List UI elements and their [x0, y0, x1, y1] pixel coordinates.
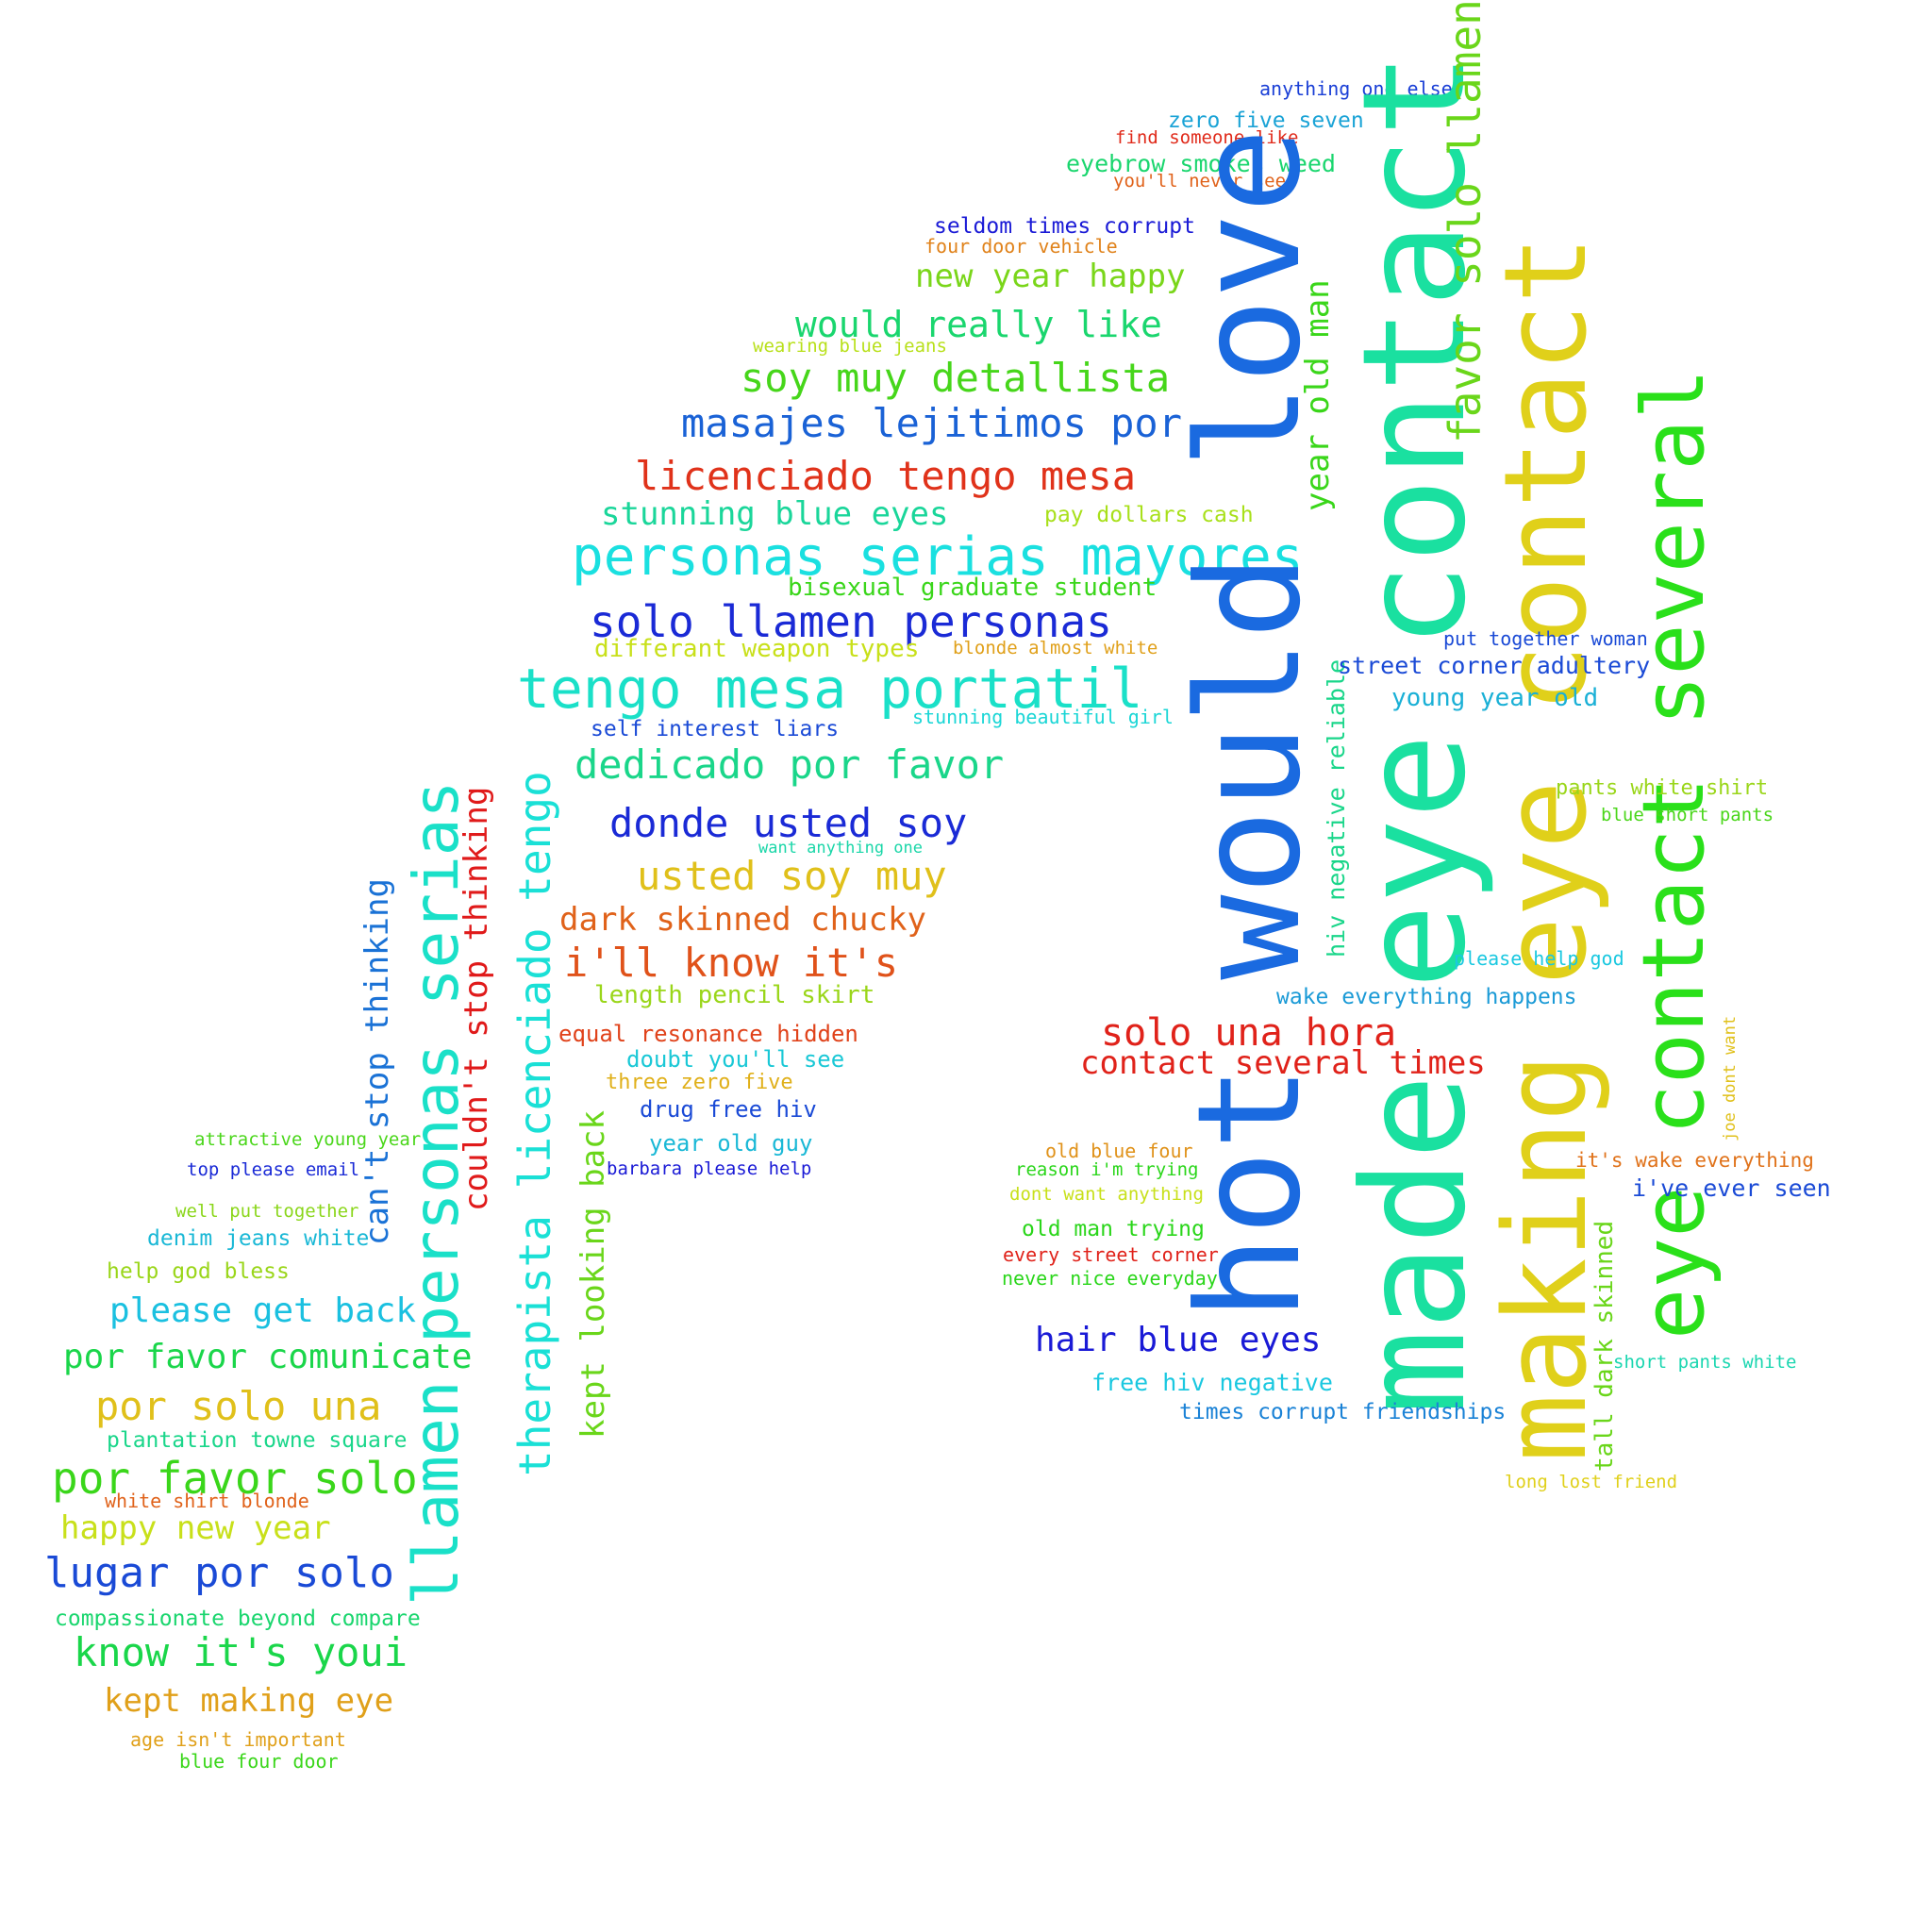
word: tengo mesa portatil [517, 657, 1143, 721]
word: denim jeans white [147, 1226, 370, 1251]
word: solo una hora [1101, 1011, 1397, 1055]
word: young year old [1391, 684, 1599, 712]
word: plantation towne square [107, 1428, 408, 1453]
word: hiv negative reliable [1323, 658, 1350, 958]
word: couldn't stop thinking [458, 786, 495, 1211]
word: never nice everyday [1002, 1267, 1218, 1290]
word: barbara please help [607, 1158, 812, 1179]
word: equal resonance hidden [558, 1021, 858, 1047]
word: it's wake everything [1575, 1149, 1814, 1172]
word: age isn't important [130, 1728, 346, 1751]
word: making eye contact [1481, 235, 1612, 1462]
word: would really like [795, 304, 1162, 345]
word: blonde almost white [953, 638, 1158, 658]
word: kept making eye [104, 1682, 394, 1720]
word: lugar por solo [44, 1549, 394, 1597]
word: tall dark skinned [1591, 1220, 1619, 1472]
word: masajes lejitimos por [681, 400, 1183, 446]
word: por favor solo [52, 1453, 418, 1504]
word: pay dollars cash [1044, 503, 1254, 527]
word: blue short pants [1601, 805, 1774, 825]
word: drug free hiv [640, 1096, 817, 1123]
word: put together woman [1443, 627, 1648, 650]
word: length pencil skirt [594, 981, 875, 1009]
word: self interest liars [591, 717, 840, 741]
word: dark skinned chucky [559, 901, 926, 939]
word: seldom times corrupt [934, 214, 1195, 239]
word: wake everything happens [1276, 985, 1577, 1009]
word: stunning blue eyes [601, 495, 949, 533]
word: por favor comunicate [63, 1338, 473, 1376]
word: four door vehicle [924, 235, 1118, 258]
word: contact several times [1080, 1044, 1486, 1082]
word: three zero five [606, 1071, 793, 1094]
word: want anything one [758, 839, 923, 858]
word: i've ever seen [1632, 1174, 1831, 1202]
word: please help god [1454, 947, 1624, 970]
word: you'll never see [1113, 171, 1287, 192]
word: bisexual graduate student [788, 574, 1158, 602]
word: anything one else [1259, 77, 1453, 100]
word: know it's youi [74, 1629, 408, 1675]
word: street corner adultery [1338, 652, 1651, 679]
word: attractive young year [194, 1129, 422, 1150]
word: por solo una [95, 1383, 382, 1429]
word: licenciado tengo mesa [635, 453, 1137, 499]
word: help god bless [107, 1259, 290, 1284]
word: year old guy [649, 1130, 813, 1157]
word: soy muy detallista [741, 355, 1171, 401]
word: compassionate beyond compare [55, 1607, 421, 1631]
word: dedicado por favor [575, 741, 1005, 788]
word: solo llamen personas [590, 596, 1112, 647]
word: old blue four [1045, 1140, 1193, 1162]
word: i'll know it's [564, 940, 899, 986]
word: free hiv negative [1091, 1369, 1333, 1396]
word: kept looking back [575, 1110, 612, 1439]
word: new year happy [915, 258, 1186, 295]
word: differant weapon types [594, 635, 920, 663]
word: usted soy muy [637, 853, 947, 899]
word: top please email [187, 1159, 360, 1180]
word: personas serias mayores [572, 526, 1304, 588]
word: therapista licenciado tengo [509, 771, 560, 1476]
word: zero five seven [1168, 108, 1364, 133]
word: favor solo llamen [1440, 0, 1491, 443]
word: times corrupt friendships [1179, 1400, 1507, 1424]
word: stunning beautiful girl [912, 706, 1174, 728]
word: hair blue eyes [1035, 1321, 1322, 1359]
word: doubt you'll see [626, 1046, 845, 1073]
word: well put together [175, 1201, 359, 1222]
word: old man trying [1022, 1217, 1205, 1241]
word: eyebrow smokes weed [1066, 150, 1336, 177]
word: please get back [109, 1291, 417, 1330]
word: happy new year [60, 1509, 331, 1547]
word: can't stop thinking [358, 878, 396, 1245]
word: pants white shirt [1556, 776, 1769, 800]
word: donde usted soy [609, 800, 968, 846]
word: white shirt blonde [105, 1490, 309, 1512]
word: find someone like [1115, 127, 1299, 148]
word: every street corner [1003, 1243, 1219, 1266]
word: short pants white [1613, 1352, 1797, 1373]
word: wearing blue jeans [753, 336, 947, 357]
word: reason i'm trying [1015, 1159, 1199, 1180]
word: blue four door [179, 1750, 339, 1773]
word: year old man [1299, 279, 1337, 511]
word: long lost friend [1505, 1472, 1678, 1492]
word: dont want anything [1009, 1184, 1204, 1205]
word: joe dont want [1721, 1015, 1740, 1141]
